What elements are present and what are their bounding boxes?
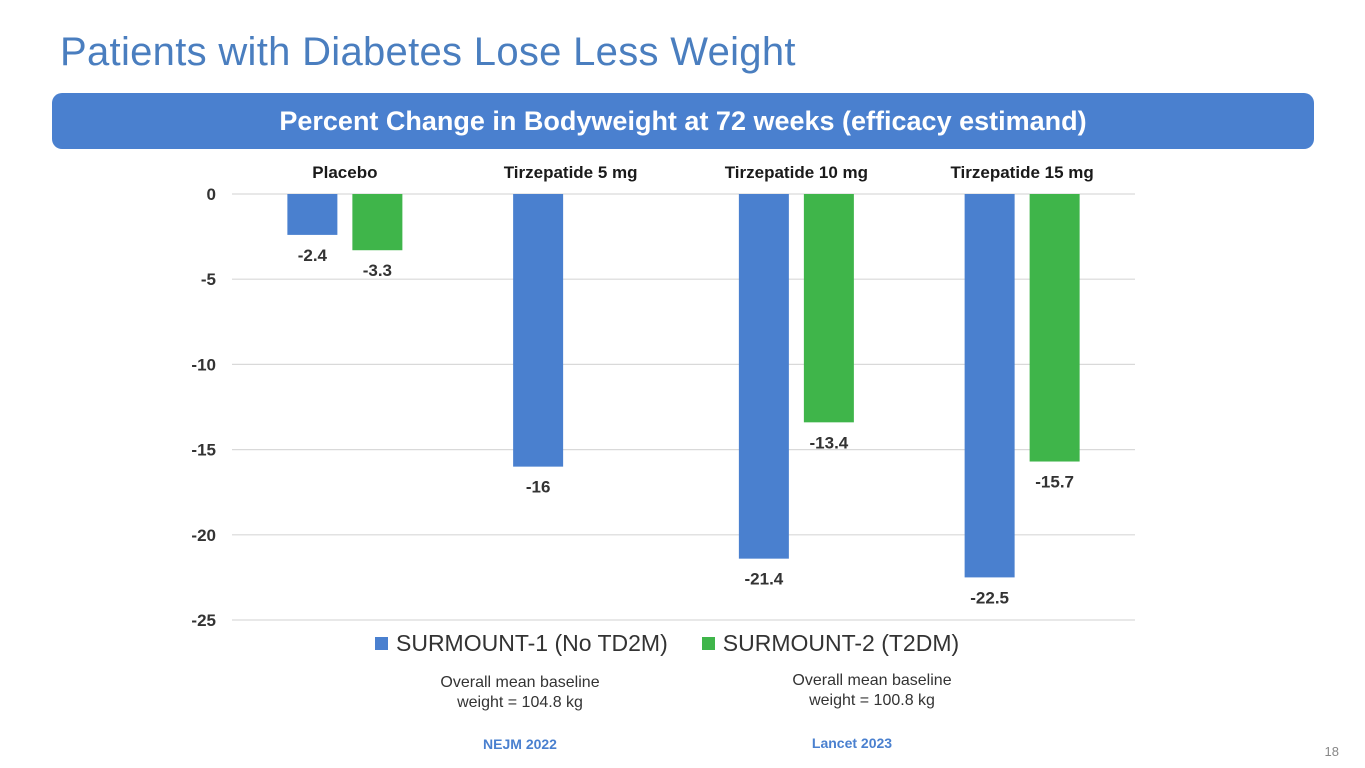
- category-label: Placebo: [312, 163, 377, 182]
- y-tick-label: 0: [207, 185, 216, 204]
- chart-title-banner: Percent Change in Bodyweight at 72 weeks…: [52, 93, 1314, 149]
- data-label: -16: [526, 478, 551, 497]
- data-label: -15.7: [1035, 473, 1074, 492]
- slide-title: Patients with Diabetes Lose Less Weight: [60, 30, 796, 74]
- data-label: -22.5: [970, 588, 1009, 607]
- note-line: Overall mean baseline: [792, 672, 952, 689]
- data-label: -2.4: [298, 246, 328, 265]
- category-label: Tirzepatide 15 mg: [950, 163, 1093, 182]
- legend-label-surmount-1: SURMOUNT-1 (No TD2M): [396, 630, 668, 656]
- y-axis-ticks: 0 -5 -10 -15 -20 -25: [191, 185, 216, 630]
- data-label: -3.3: [363, 261, 392, 280]
- note-line: Overall mean baseline: [440, 674, 600, 691]
- source-lancet: Lancet 2023: [811, 735, 893, 751]
- data-label: -21.4: [745, 570, 784, 589]
- chart-legend: SURMOUNT-1 (No TD2M) SURMOUNT-2 (T2DM): [375, 630, 959, 657]
- legend-swatch-green: [701, 637, 715, 650]
- category-label: Tirzepatide 5 mg: [504, 163, 638, 182]
- data-labels: -2.4 -3.3 -16 -21.4 -13.4 -22.5 -15.7: [298, 246, 1074, 608]
- legend-swatch-blue: [375, 637, 388, 650]
- baseline-note-surmount-1: Overall mean baseline weight = 104.8 kg: [400, 673, 640, 713]
- chart-title: Percent Change in Bodyweight at 72 weeks…: [279, 105, 1087, 136]
- bars: [287, 194, 1080, 578]
- bar-surmount-1: [287, 194, 338, 235]
- bar-surmount-1: [513, 194, 564, 467]
- y-tick-label: -25: [191, 611, 216, 630]
- category-labels: Placebo Tirzepatide 5 mg Tirzepatide 10 mg…: [312, 163, 1094, 182]
- note-line: weight = 104.8 kg: [457, 694, 583, 711]
- bar-surmount-2: [352, 194, 403, 251]
- y-tick-label: -20: [191, 526, 216, 545]
- legend-label-surmount-2: SURMOUNT-2 (T2DM): [722, 630, 960, 656]
- y-tick-label: -10: [191, 355, 216, 374]
- legend-item-surmount-2: SURMOUNT-2 (T2DM): [701, 630, 960, 657]
- page-number: 18: [1324, 744, 1339, 759]
- bar-surmount-2: [803, 194, 854, 423]
- source-nejm: NEJM 2022: [483, 736, 557, 752]
- baseline-note-surmount-2: Overall mean baseline weight = 100.8 kg: [752, 671, 992, 711]
- bar-surmount-1: [738, 194, 789, 559]
- legend-item-surmount-1: SURMOUNT-1 (No TD2M): [375, 630, 668, 657]
- y-tick-label: -15: [191, 441, 216, 460]
- category-label: Tirzepatide 10 mg: [725, 163, 868, 182]
- data-label: -13.4: [810, 433, 849, 452]
- y-tick-label: -5: [201, 270, 216, 289]
- bar-surmount-1: [964, 194, 1015, 578]
- bar-surmount-2: [1029, 194, 1080, 462]
- note-line: weight = 100.8 kg: [809, 692, 935, 709]
